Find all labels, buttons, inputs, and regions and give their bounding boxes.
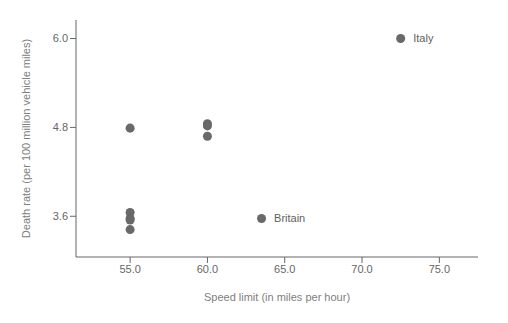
svg-text:Britain: Britain [274,212,305,224]
svg-text:55.0: 55.0 [119,263,140,275]
svg-text:70.0: 70.0 [351,263,372,275]
svg-text:60.0: 60.0 [197,263,218,275]
svg-text:65.0: 65.0 [274,263,295,275]
svg-text:75.0: 75.0 [429,263,450,275]
svg-text:4.8: 4.8 [53,121,68,133]
svg-text:3.6: 3.6 [53,210,68,222]
svg-text:Speed limit (in miles per hour: Speed limit (in miles per hour) [204,291,350,303]
svg-text:6.0: 6.0 [53,32,68,44]
svg-text:Death rate (per 100 million ve: Death rate (per 100 million vehicle mile… [20,39,32,238]
svg-text:Italy: Italy [413,32,434,44]
